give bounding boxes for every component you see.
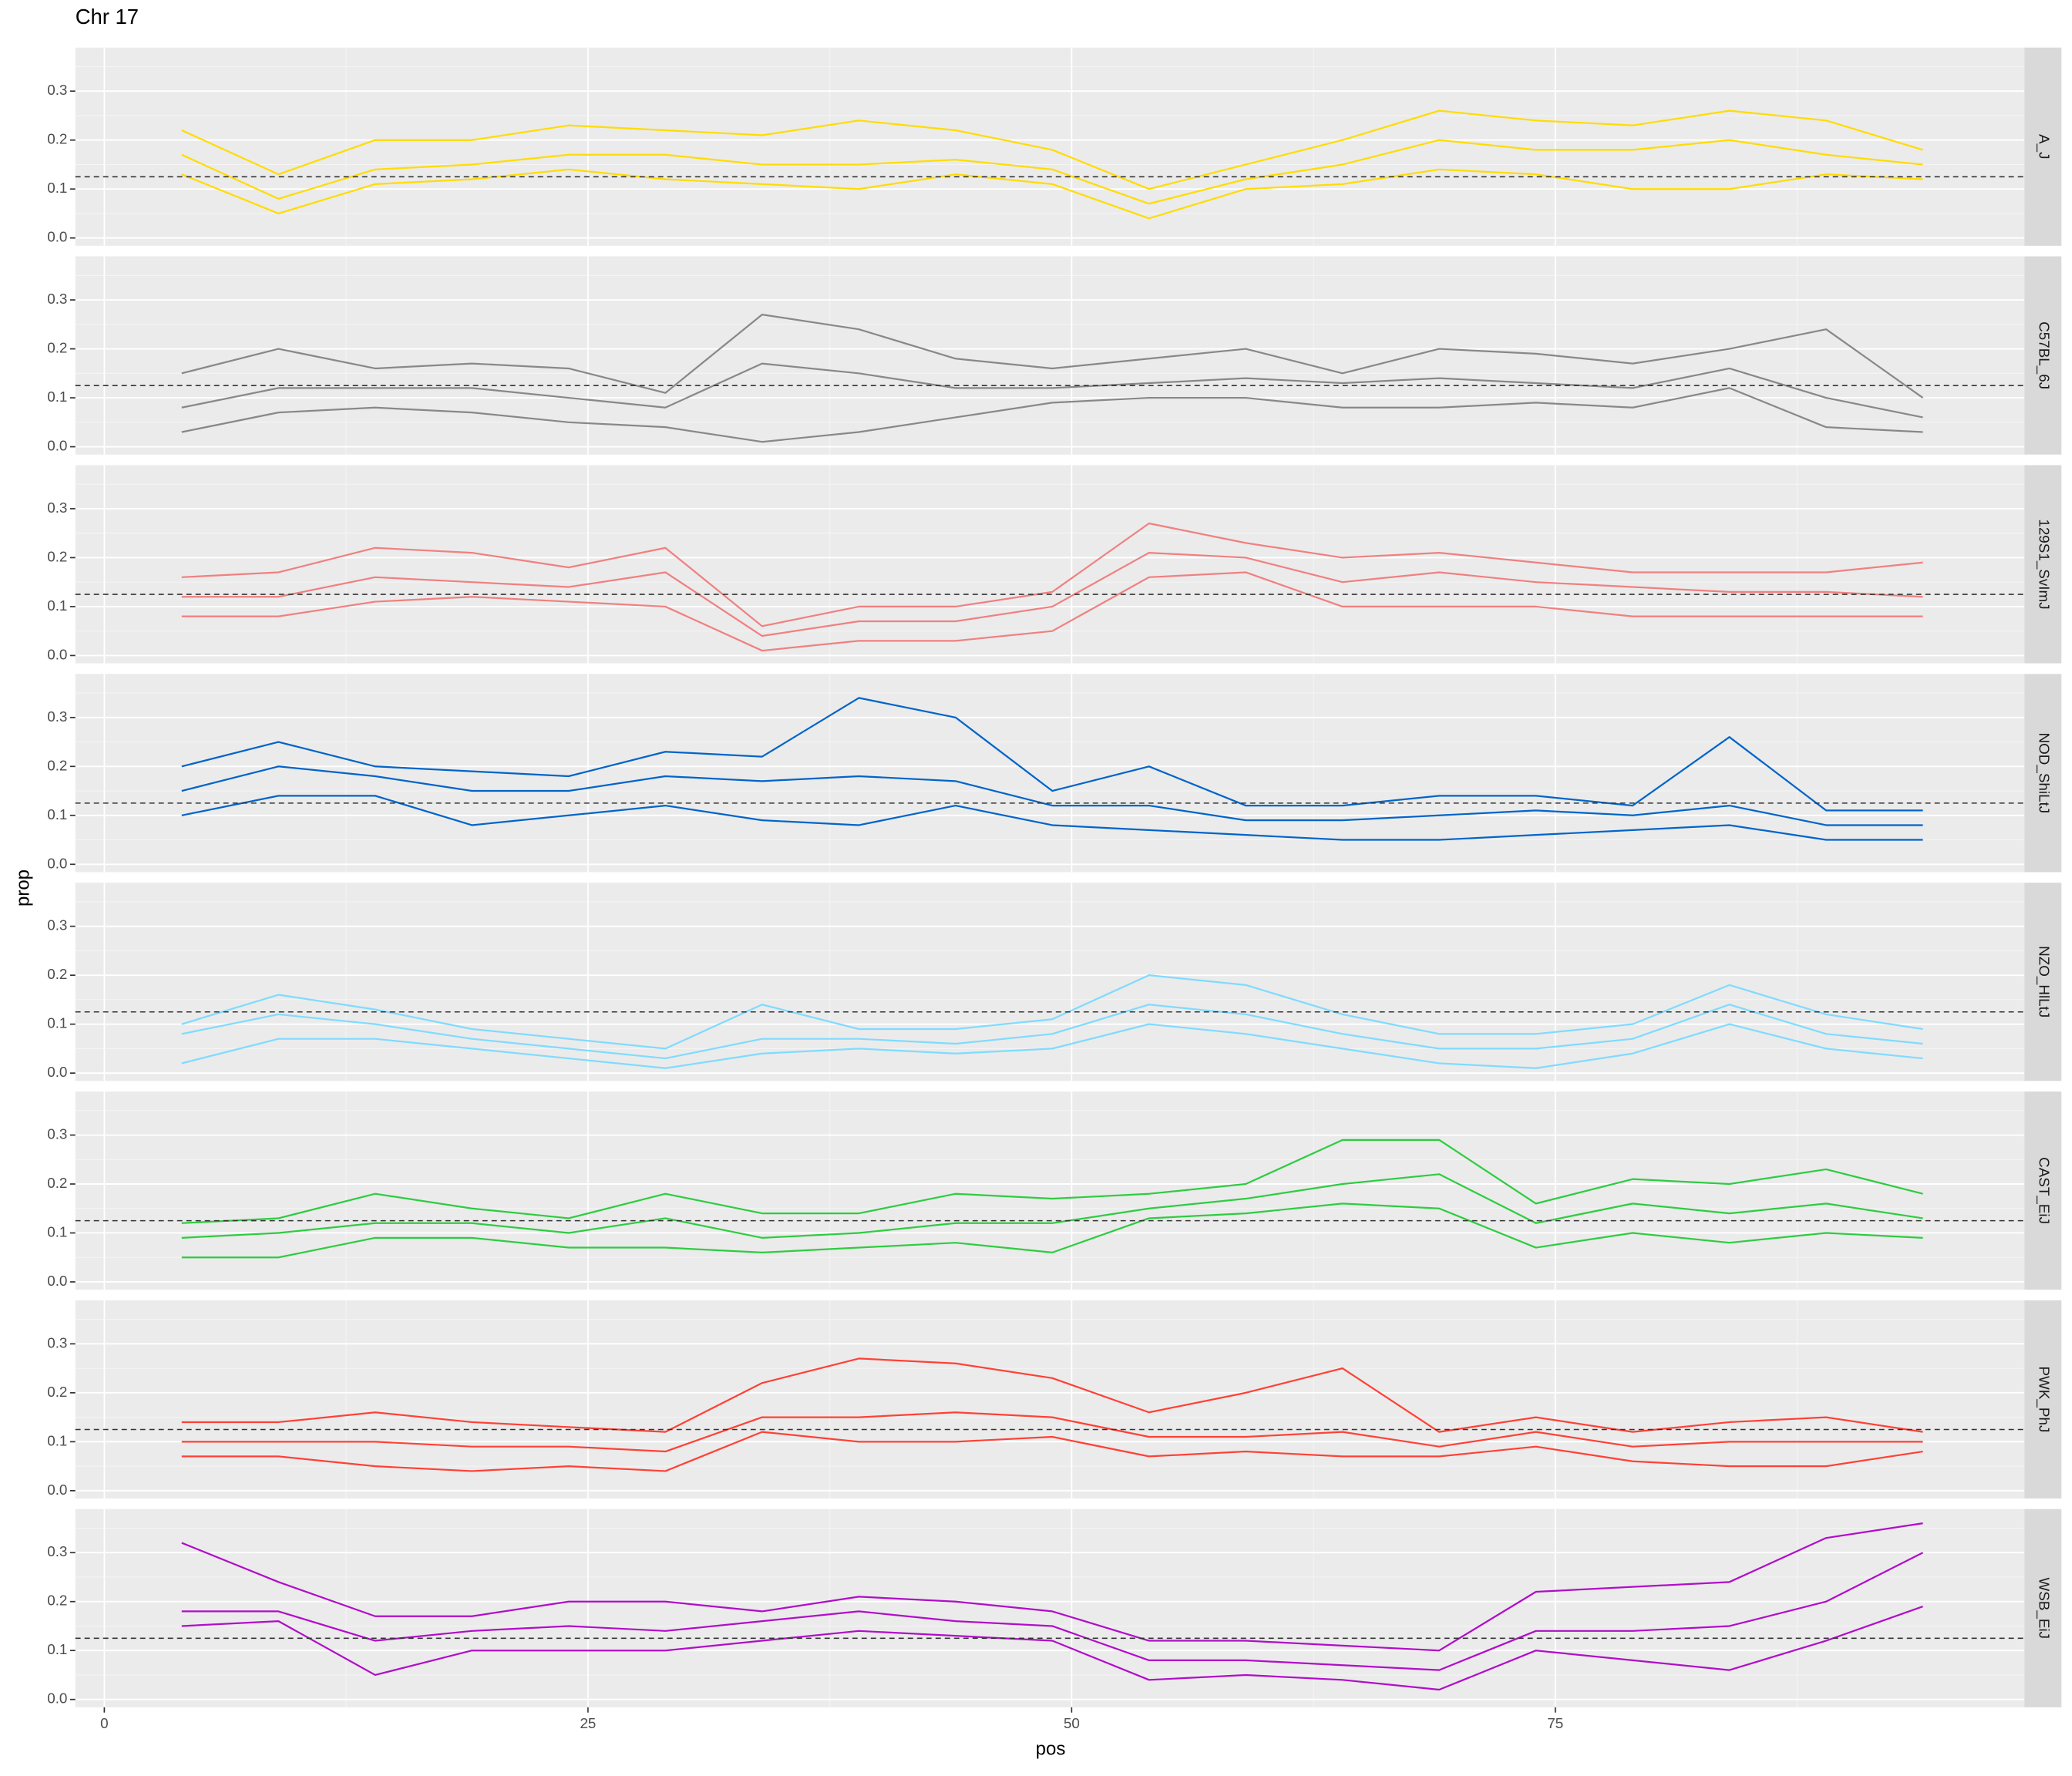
y-tick-label: 0.2 xyxy=(47,757,67,773)
strip-background xyxy=(2024,465,2062,664)
strip-label: NOD_ShiLtJ xyxy=(2035,732,2052,813)
data-line xyxy=(181,1004,1923,1060)
data-line xyxy=(181,974,1923,1050)
y-tick-label: 0.3 xyxy=(47,1334,67,1350)
y-tick-label: 0.1 xyxy=(47,180,67,196)
strip-label: PWK_PhJ xyxy=(2035,1366,2052,1432)
x-tick-label: 25 xyxy=(580,1715,596,1731)
panel-background xyxy=(75,465,2025,664)
y-tick-label: 0.2 xyxy=(47,1384,67,1400)
strip-background xyxy=(2024,1092,2062,1290)
data-line xyxy=(181,1522,1923,1652)
y-tick-label: 0.2 xyxy=(47,966,67,982)
data-line xyxy=(181,387,1923,443)
panel-background xyxy=(75,256,2025,455)
x-tick-label: 0 xyxy=(100,1715,108,1731)
x-axis-label: pos xyxy=(1036,1739,1066,1760)
strip-background xyxy=(2024,1300,2062,1498)
y-tick-label: 0.2 xyxy=(47,1593,67,1609)
y-tick-label: 0.1 xyxy=(47,1223,67,1240)
data-line xyxy=(181,168,1923,220)
x-tick-label: 50 xyxy=(1064,1715,1080,1731)
data-line xyxy=(181,571,1923,652)
y-tick-label: 0.3 xyxy=(47,1543,67,1559)
data-line xyxy=(181,795,1923,841)
data-line xyxy=(181,1411,1923,1453)
chart-title: Chr 17 xyxy=(76,5,139,29)
strip-label: WSB_EiJ xyxy=(2035,1577,2052,1639)
y-tick-label: 0.3 xyxy=(47,291,67,307)
x-tick-label: 75 xyxy=(1547,1715,1563,1731)
y-tick-label: 0.0 xyxy=(47,1064,67,1080)
data-line xyxy=(181,109,1923,190)
y-tick-label: 0.0 xyxy=(47,1482,67,1498)
y-tick-label: 0.1 xyxy=(47,1641,67,1657)
data-line xyxy=(181,1173,1923,1239)
panel-background xyxy=(75,1300,2025,1498)
strip-label: A_J xyxy=(2035,134,2052,159)
y-tick-label: 0.0 xyxy=(47,646,67,662)
y-tick-label: 0.1 xyxy=(47,597,67,614)
data-line xyxy=(181,522,1923,627)
strip-label: CAST_EiJ xyxy=(2035,1157,2052,1224)
y-tick-label: 0.0 xyxy=(47,438,67,454)
data-line xyxy=(181,314,1924,399)
y-tick-label: 0.0 xyxy=(47,855,67,871)
data-line xyxy=(181,1552,1924,1671)
data-line xyxy=(181,1023,1923,1069)
data-line xyxy=(181,765,1923,826)
y-tick-label: 0.1 xyxy=(47,806,67,822)
panel-background xyxy=(75,883,2025,1081)
strip-background xyxy=(2024,256,2062,455)
y-tick-label: 0.1 xyxy=(47,1432,67,1448)
y-tick-label: 0.0 xyxy=(47,1273,67,1289)
panel-background xyxy=(75,674,2025,873)
y-tick-label: 0.3 xyxy=(47,82,67,98)
strip-background xyxy=(2024,1509,2062,1707)
data-line xyxy=(181,1431,1923,1472)
panel-background xyxy=(75,1092,2025,1290)
y-tick-label: 0.0 xyxy=(47,1690,67,1707)
strip-background xyxy=(2024,674,2062,873)
data-line xyxy=(181,1139,1923,1224)
data-line xyxy=(181,1606,1923,1691)
y-tick-label: 0.3 xyxy=(47,708,67,725)
y-tick-label: 0.3 xyxy=(47,1125,67,1142)
y-tick-label: 0.3 xyxy=(47,500,67,516)
data-line xyxy=(181,139,1923,205)
y-tick-label: 0.3 xyxy=(47,917,67,933)
data-line xyxy=(181,697,1923,812)
y-tick-label: 0.2 xyxy=(47,131,67,147)
y-tick-label: 0.2 xyxy=(47,1175,67,1191)
y-axis-label: prop xyxy=(13,870,34,906)
strip-background xyxy=(2024,883,2062,1081)
y-tick-label: 0.2 xyxy=(47,548,67,564)
data-line xyxy=(181,551,1923,637)
data-line xyxy=(181,1202,1923,1259)
data-line xyxy=(181,362,1923,419)
y-tick-label: 0.1 xyxy=(47,1015,67,1031)
strip-label: NZO_HlLtJ xyxy=(2035,946,2052,1018)
strip-label: 129S1_SvImJ xyxy=(2035,519,2052,609)
y-tick-label: 0.0 xyxy=(47,229,67,245)
data-line xyxy=(181,1357,1923,1433)
y-tick-label: 0.2 xyxy=(47,340,67,356)
panel-background xyxy=(75,1509,2025,1707)
strip-label: C57BL_6J xyxy=(2035,321,2052,389)
strip-background xyxy=(2024,47,2062,246)
panel-background xyxy=(75,47,2025,246)
y-tick-label: 0.1 xyxy=(47,388,67,405)
